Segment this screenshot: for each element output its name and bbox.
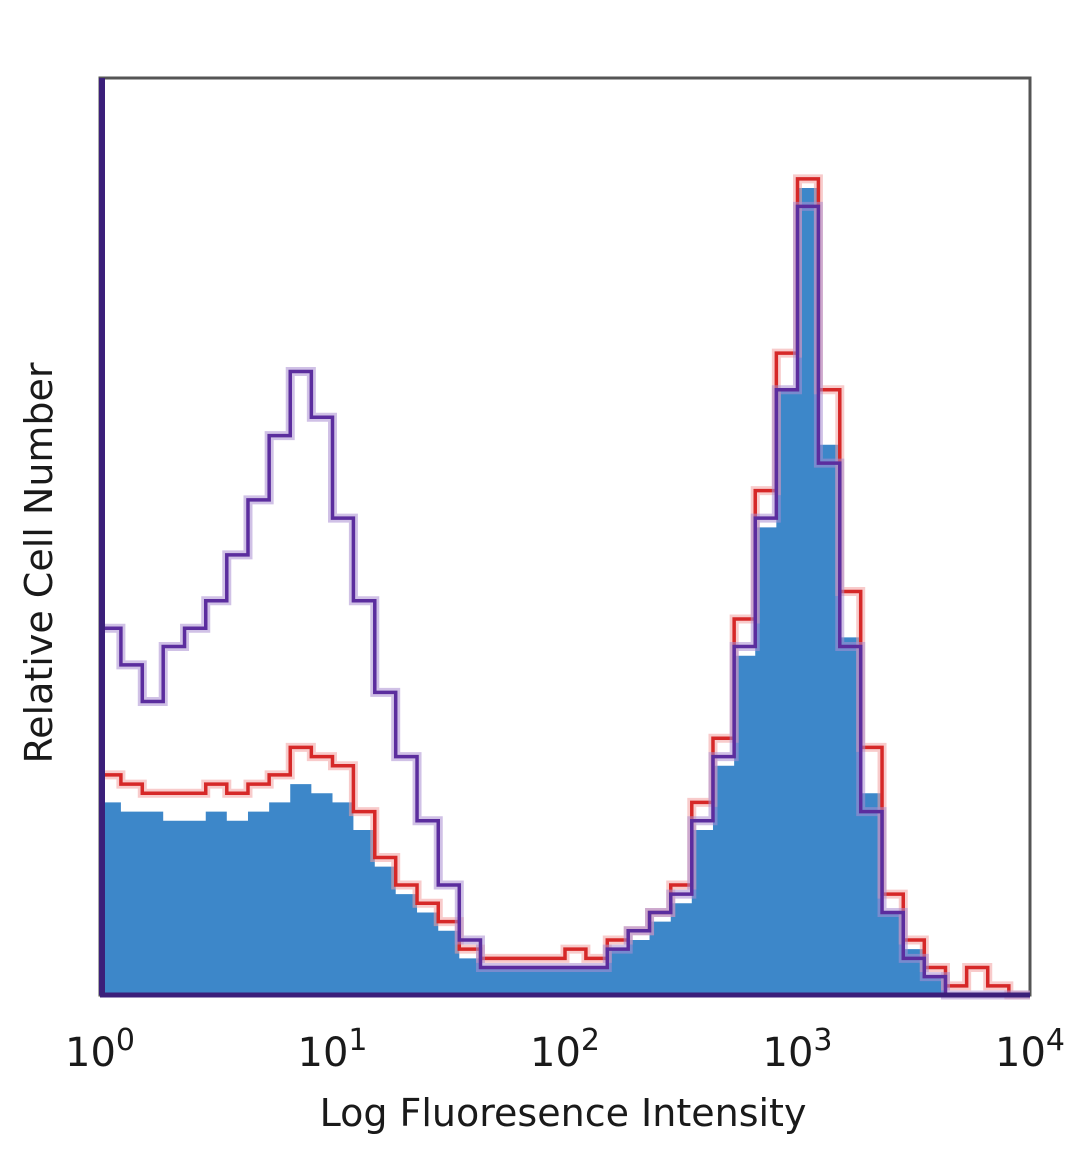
x-tick-exponent: 3	[813, 1023, 832, 1058]
series-red-line	[100, 177, 1030, 997]
x-tick-labels: 100 101 102 103 104	[65, 1023, 1065, 1076]
x-tick-exponent: 4	[1046, 1023, 1065, 1058]
x-tick-base: 10	[995, 1030, 1046, 1076]
x-tick-label: 102	[530, 1023, 600, 1076]
x-tick-label: 103	[763, 1023, 833, 1076]
x-tick-exponent: 2	[581, 1023, 600, 1058]
x-axis-label: Log Fluoresence Intensity	[320, 1091, 807, 1135]
x-tick-label: 104	[995, 1023, 1065, 1076]
x-tick-base: 10	[298, 1030, 349, 1076]
x-tick-exponent: 1	[348, 1023, 367, 1058]
series-purple-line	[100, 204, 1030, 997]
y-axis-label: Relative Cell Number	[17, 362, 61, 763]
x-tick-label: 100	[65, 1023, 135, 1076]
x-tick-base: 10	[763, 1030, 814, 1076]
x-tick-base: 10	[65, 1030, 116, 1076]
x-tick-exponent: 0	[116, 1023, 135, 1058]
x-tick-label: 101	[298, 1023, 368, 1076]
plot-area	[98, 76, 1032, 1000]
x-tick-base: 10	[530, 1030, 581, 1076]
